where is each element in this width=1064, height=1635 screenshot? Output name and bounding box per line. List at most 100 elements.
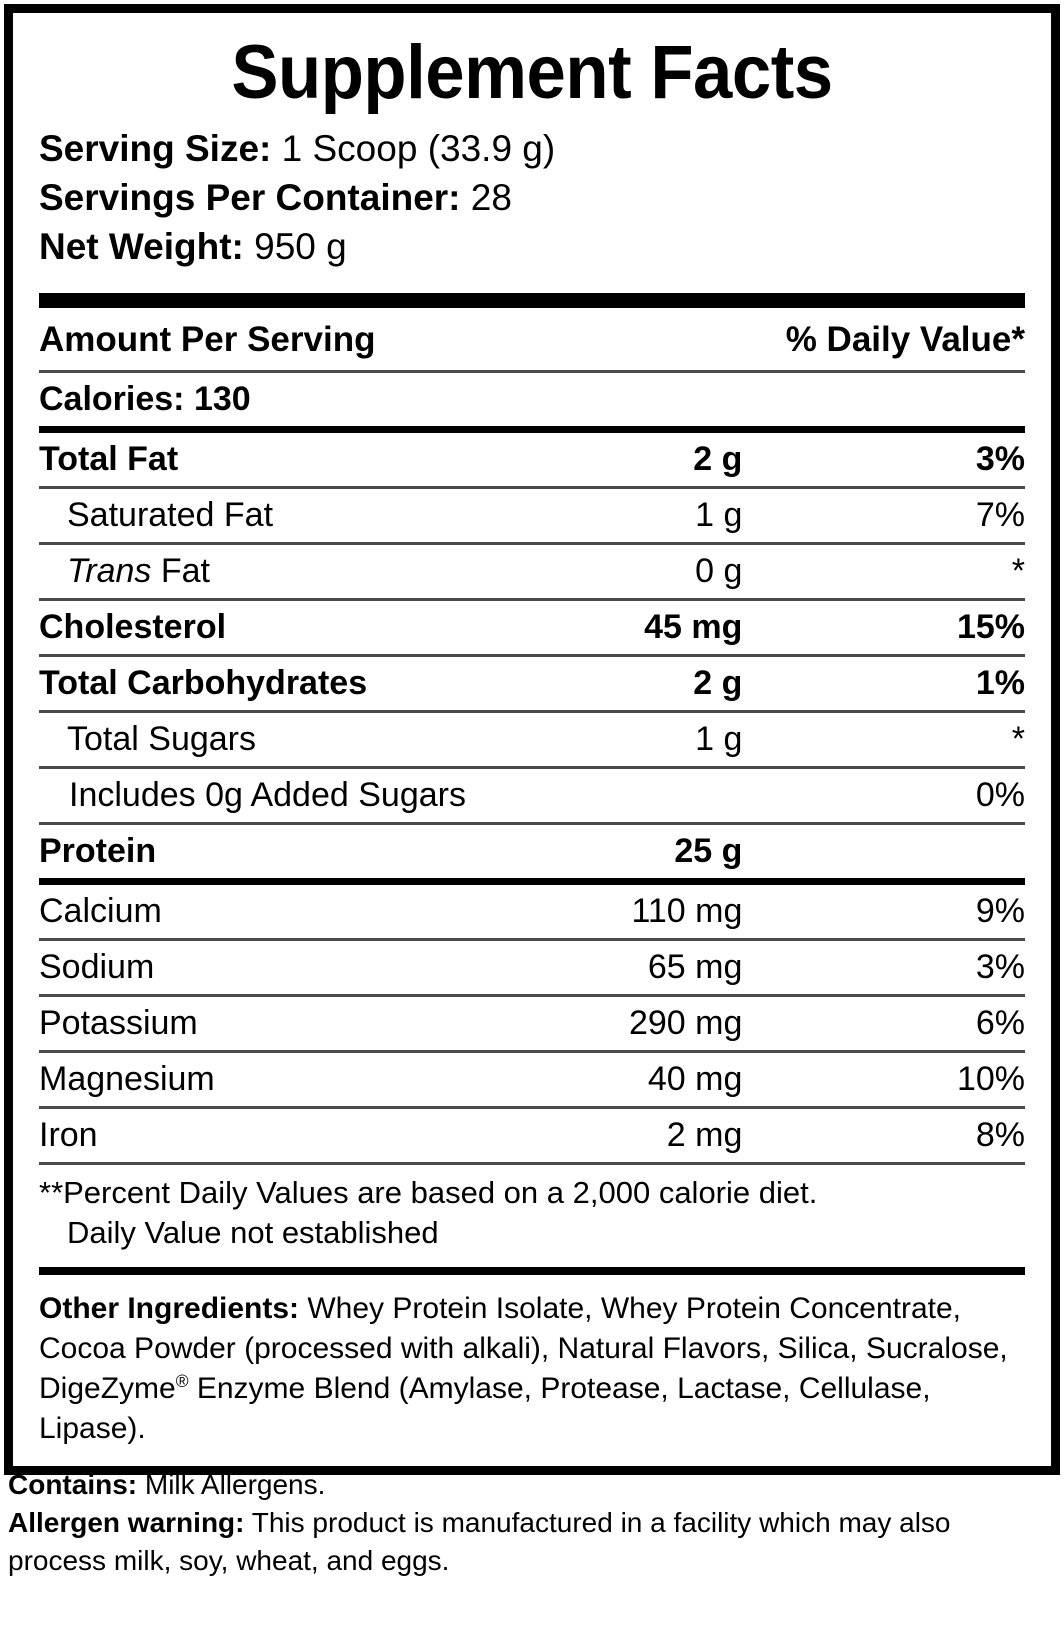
table-row: Cholesterol 45 mg 15% (39, 601, 1025, 654)
separator (39, 486, 1025, 490)
footnote-not-established: Daily Value not established (67, 1215, 439, 1251)
nutrient-dv: 0% (975, 776, 1025, 815)
nutrient-name: Protein (39, 832, 157, 871)
nutrient-name: Total Sugars (67, 720, 256, 759)
servings-per-container-line: Servings Per Container: 28 (39, 174, 1025, 223)
nutrient-name: Sodium (39, 948, 155, 987)
nutrient-dv: 1% (975, 664, 1025, 703)
table-row: Trans Fat 0 g * (39, 545, 1025, 598)
nutrient-amount: 2 g (693, 440, 743, 479)
nutrient-amount: 2 mg (666, 1116, 743, 1155)
page-title: Supplement Facts (231, 30, 833, 115)
other-ingredients-block: Other Ingredients: Whey Protein Isolate,… (39, 1275, 1025, 1467)
ingredients-divider-rule (39, 1266, 1025, 1275)
serving-size-line: Serving Size: 1 Scoop (33.9 g) (39, 125, 1025, 174)
trans-italic: Trans (67, 552, 152, 591)
nutrient-name: Iron (39, 1116, 98, 1155)
amount-per-serving-header: Amount Per Serving (39, 320, 376, 360)
footnote-daily-values: **Percent Daily Values are based on a 2,… (39, 1175, 818, 1211)
table-row: Includes 0g Added Sugars 0% (39, 769, 1025, 822)
separator (39, 654, 1025, 658)
table-row: Iron 2 mg 8% (39, 1109, 1025, 1162)
nutrient-dv: 7% (975, 496, 1025, 535)
table-row-calories: Calories: 130 (39, 373, 1025, 426)
table-row: Saturated Fat 1 g 7% (39, 489, 1025, 542)
nutrient-dv: 3% (975, 948, 1025, 987)
nutrient-dv: * (1011, 552, 1025, 591)
table-row: Potassium 290 mg 6% (39, 997, 1025, 1050)
nutrient-dv: 15% (956, 608, 1025, 647)
separator (39, 994, 1025, 998)
table-row: Total Carbohydrates 2 g 1% (39, 657, 1025, 710)
nutrient-name: Includes 0g Added Sugars (69, 776, 466, 815)
other-ingredients-text-part2: Enzyme Blend (Amylase, Protease, Lactase… (39, 1371, 931, 1445)
table-row: Magnesium 40 mg 10% (39, 1053, 1025, 1106)
nutrient-amount: 25 g (674, 832, 743, 871)
nutrient-amount: 40 mg (647, 1060, 743, 1099)
nutrient-amount: 65 mg (647, 948, 743, 987)
calories-value: Calories: 130 (39, 380, 251, 419)
servings-per-container-label: Servings Per Container: (39, 176, 461, 218)
daily-value-header: % Daily Value* (785, 320, 1025, 360)
table-row: Calcium 110 mg 9% (39, 885, 1025, 938)
supplement-facts-panel: Supplement Facts Serving Size: 1 Scoop (… (4, 4, 1060, 1476)
serving-info-block: Serving Size: 1 Scoop (33.9 g) Servings … (39, 125, 1025, 271)
nutrient-amount: 1 g (695, 496, 743, 535)
net-weight-label: Net Weight: (39, 225, 244, 267)
other-ingredients-label: Other Ingredients: (39, 1291, 300, 1325)
separator (39, 710, 1025, 714)
serving-size-label: Serving Size: (39, 128, 272, 169)
table-row: Total Fat 2 g 3% (39, 433, 1025, 486)
nutrient-amount: 1 g (695, 720, 743, 759)
nutrient-amount: 110 mg (631, 892, 743, 931)
separator (39, 542, 1025, 546)
separator-after-calories (39, 426, 1025, 434)
serving-size-value: 1 Scoop (33.9 g) (271, 128, 556, 169)
net-weight-line: Net Weight: 950 g (39, 223, 1025, 272)
separator-after-iron (39, 1162, 1025, 1166)
separator (39, 938, 1025, 942)
nutrient-name: Magnesium (39, 1060, 215, 1099)
contains-value: Milk Allergens. (137, 1469, 326, 1500)
nutrient-dv: 10% (956, 1060, 1025, 1099)
nutrient-name: Total Fat (39, 440, 179, 479)
nutrient-name: Trans Fat (67, 552, 210, 591)
separator-after-header (39, 370, 1025, 374)
registered-trademark-icon: ® (175, 1370, 189, 1391)
contains-label: Contains: (8, 1469, 138, 1500)
nutrition-table: Amount Per Serving % Daily Value* Calori… (39, 308, 1025, 1166)
nutrient-name: Potassium (39, 1004, 198, 1043)
separator (39, 766, 1025, 770)
allergen-warning-value: This product is manufactured in a facili… (8, 1507, 951, 1577)
nutrient-name: Calcium (39, 892, 162, 931)
nutrient-dv: 9% (975, 892, 1025, 931)
nutrient-amount: 290 mg (628, 1004, 743, 1043)
net-weight-value: 950 g (243, 225, 347, 267)
separator (39, 822, 1025, 826)
nutrient-name: Cholesterol (39, 608, 227, 647)
nutrient-amount: 45 mg (644, 608, 743, 647)
separator (39, 1106, 1025, 1110)
nutrient-dv (788, 825, 1025, 878)
table-header-row: Amount Per Serving % Daily Value* (39, 308, 1025, 370)
nutrient-dv: 3% (975, 440, 1025, 479)
nutrient-name: Saturated Fat (67, 496, 274, 535)
table-row: Sodium 65 mg 3% (39, 941, 1025, 994)
allergen-warning-line: Allergen warning: This product is manufa… (8, 1504, 1056, 1580)
table-row: Protein 25 g (39, 825, 1025, 878)
separator-after-protein (39, 878, 1025, 886)
allergen-warning-label: Allergen warning: (8, 1507, 245, 1539)
separator (39, 1050, 1025, 1054)
header-heavy-rule (39, 293, 1025, 309)
nutrient-dv: 6% (975, 1004, 1025, 1043)
allergen-block: Contains: Milk Allergens. Allergen warni… (4, 1466, 1060, 1580)
other-ingredients-text-part1: Whey Protein Isolate, Whey Protein Conce… (39, 1291, 1008, 1405)
nutrient-name: Total Carbohydrates (39, 664, 368, 703)
servings-per-container-value: 28 (460, 176, 512, 218)
nutrient-amount: 0 g (695, 552, 743, 591)
footnote-block: **Percent Daily Values are based on a 2,… (39, 1165, 1025, 1252)
nutrient-dv: * (1011, 720, 1025, 759)
contains-line: Contains: Milk Allergens. (8, 1466, 1056, 1504)
nutrient-dv: 8% (975, 1116, 1025, 1155)
